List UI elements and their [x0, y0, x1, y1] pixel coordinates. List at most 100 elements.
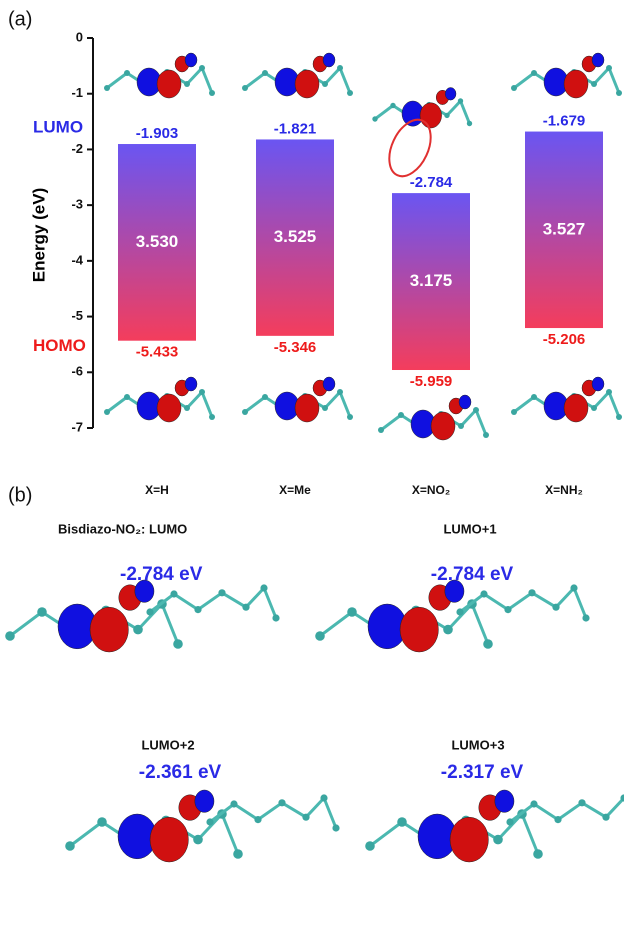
bond — [448, 604, 472, 630]
atom — [206, 818, 213, 825]
bond — [187, 392, 202, 408]
orbital-lobe — [157, 70, 181, 98]
orbital-lobe — [431, 412, 455, 440]
atom — [173, 639, 183, 649]
atom — [97, 817, 107, 827]
homo-value: -5.206 — [543, 331, 586, 348]
y-tick-label: -5 — [71, 308, 83, 323]
bond — [476, 410, 486, 435]
panel-label: (b) — [8, 484, 32, 506]
bond — [324, 798, 336, 828]
atom — [254, 816, 261, 823]
atom — [531, 70, 537, 76]
lumo-value: -1.821 — [274, 120, 317, 137]
bond — [574, 588, 586, 618]
atom — [591, 405, 597, 411]
bond — [370, 822, 402, 846]
bond — [498, 814, 522, 840]
atom — [5, 631, 15, 641]
legend-label: HOMO — [33, 336, 86, 355]
atom — [184, 81, 190, 87]
atom — [473, 407, 479, 413]
orbital-lobe — [445, 88, 456, 101]
homo-value: -5.959 — [410, 373, 453, 390]
bond — [340, 392, 350, 417]
orbital-energy: -2.361 eV — [139, 762, 222, 783]
bond — [162, 604, 178, 644]
orbital-lobe — [323, 53, 335, 67]
bond — [534, 804, 558, 820]
orbital-energy: -2.784 eV — [431, 564, 514, 585]
atom — [209, 90, 215, 96]
orbital-lobe — [592, 53, 604, 67]
orbital-lobe — [323, 377, 335, 391]
atom — [322, 405, 328, 411]
orbital-lobe — [495, 790, 514, 812]
gap-value: 3.525 — [274, 227, 317, 246]
bond — [187, 68, 202, 84]
orbital-lobe — [150, 817, 188, 862]
atom — [320, 794, 327, 801]
bond — [210, 804, 234, 822]
subpanel-title: LUMO+3 — [451, 737, 504, 752]
bond — [594, 68, 609, 84]
atom — [332, 824, 339, 831]
bond — [198, 814, 222, 840]
bond — [107, 73, 127, 88]
atom — [347, 414, 353, 420]
atom — [262, 70, 268, 76]
atom — [315, 631, 325, 641]
atom — [552, 604, 559, 611]
orbital-lobe — [564, 394, 588, 422]
orbital-lobe — [185, 53, 197, 67]
bond — [198, 593, 222, 610]
orbital-energy: -2.317 eV — [441, 762, 524, 783]
atom — [398, 412, 404, 418]
bond — [70, 822, 102, 846]
bond — [222, 593, 246, 607]
atom — [242, 409, 248, 415]
bond — [472, 604, 488, 644]
atom — [480, 590, 487, 597]
bond — [460, 594, 484, 612]
gap-value: 3.175 — [410, 271, 453, 290]
orbital-lobe — [295, 394, 319, 422]
atom — [337, 389, 343, 395]
bond — [222, 814, 238, 854]
bond — [340, 68, 350, 93]
atom — [124, 394, 130, 400]
atom — [133, 625, 143, 635]
atom — [322, 81, 328, 87]
atom — [606, 65, 612, 71]
y-tick-label: -1 — [71, 85, 83, 100]
bond — [325, 68, 340, 84]
atom — [302, 814, 309, 821]
orbital-lobe — [295, 70, 319, 98]
atom — [272, 614, 279, 621]
atom — [365, 841, 375, 851]
orbital-lobe — [450, 817, 488, 862]
homo-value: -5.346 — [274, 339, 317, 356]
atom — [606, 389, 612, 395]
bond — [558, 803, 582, 820]
atom — [443, 625, 453, 635]
y-axis-label: Energy (eV) — [29, 188, 48, 282]
atom — [193, 835, 203, 845]
atom — [511, 409, 517, 415]
bond — [609, 68, 619, 93]
atom — [483, 432, 489, 438]
atom — [616, 90, 622, 96]
atom — [483, 639, 493, 649]
bond — [582, 803, 606, 817]
atom — [199, 389, 205, 395]
bond — [514, 73, 534, 88]
subpanel-title: LUMO+1 — [443, 521, 496, 536]
bond — [594, 392, 609, 408]
atom — [390, 103, 395, 108]
x-category-label: X=NH₂ — [545, 483, 583, 497]
atom — [372, 116, 377, 121]
orbital-lobe — [564, 70, 588, 98]
atom — [528, 589, 535, 596]
bond — [320, 612, 352, 636]
orbital-lobe — [90, 607, 128, 652]
